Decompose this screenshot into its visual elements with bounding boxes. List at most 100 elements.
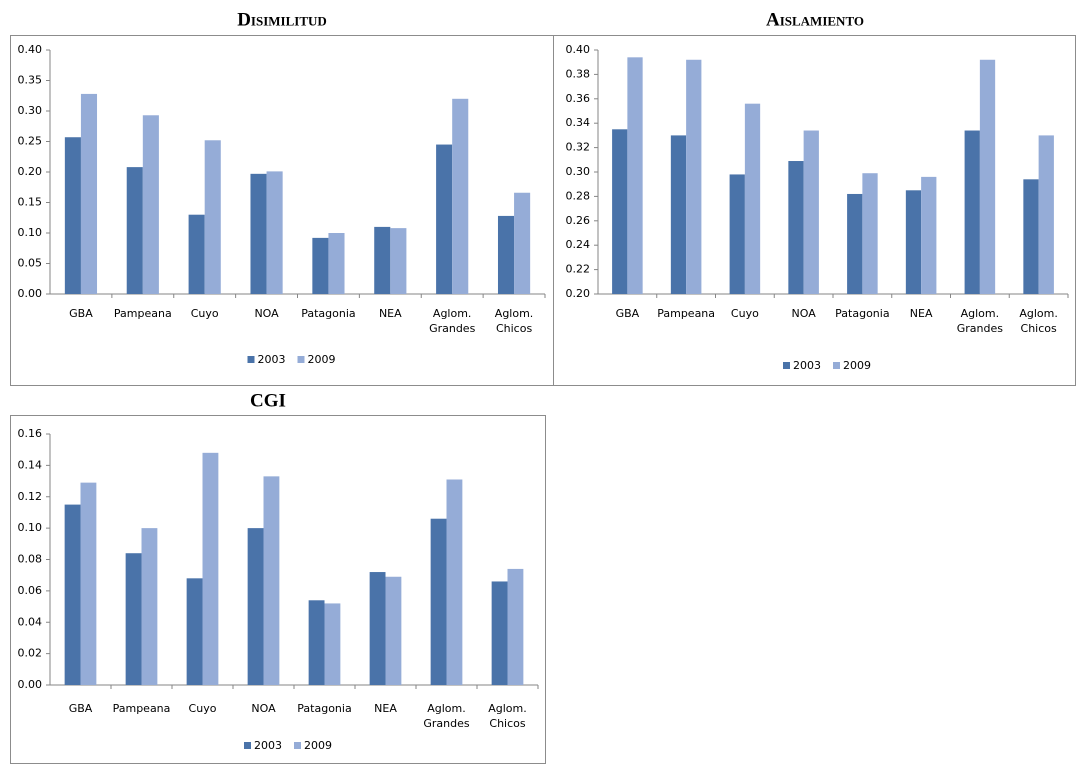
y-tick-label: 0.30 xyxy=(18,104,43,117)
x-tick-label: Cuyo xyxy=(189,702,217,715)
bar xyxy=(80,482,97,685)
y-tick-label: 0.05 xyxy=(18,257,43,270)
y-tick-label: 0.00 xyxy=(18,678,43,691)
y-tick-label: 0.10 xyxy=(18,521,43,534)
bar xyxy=(126,167,143,294)
y-tick-label: 0.38 xyxy=(566,67,591,80)
bar xyxy=(744,103,761,295)
x-tick-label: Patagonia xyxy=(835,307,889,320)
legend-swatch xyxy=(833,362,840,369)
chart-title: Disimilitud xyxy=(237,9,327,30)
legend-label: 2009 xyxy=(304,739,332,752)
y-tick-label: 0.08 xyxy=(18,553,43,566)
x-tick-label: NEA xyxy=(379,307,402,320)
y-tick-label: 0.20 xyxy=(18,165,43,178)
legend-label: 2009 xyxy=(308,353,336,366)
bar xyxy=(491,581,508,685)
bar xyxy=(1038,135,1054,294)
bar xyxy=(204,140,221,294)
y-tick-label: 0.36 xyxy=(566,92,591,105)
y-tick-label: 0.22 xyxy=(566,263,591,276)
bar xyxy=(266,171,283,294)
x-tick-label: GBA xyxy=(69,702,93,715)
y-tick-label: 0.00 xyxy=(18,287,43,300)
bar xyxy=(847,193,863,294)
y-tick-label: 0.02 xyxy=(18,647,43,660)
bar xyxy=(627,57,643,294)
legend-label: 2003 xyxy=(793,359,821,372)
bar xyxy=(905,190,922,294)
chart-title: Aislamiento xyxy=(766,9,864,30)
bar xyxy=(452,98,469,294)
x-tick-label: Aglom. Chicos xyxy=(488,702,527,730)
bar xyxy=(202,452,219,685)
y-tick-label: 0.06 xyxy=(18,584,43,597)
x-tick-label: GBA xyxy=(69,307,93,320)
bar xyxy=(788,161,804,294)
bar xyxy=(328,233,345,294)
bar xyxy=(612,129,628,294)
y-tick-label: 0.10 xyxy=(18,226,43,239)
bar xyxy=(729,174,745,294)
bar xyxy=(64,137,81,294)
bar xyxy=(507,568,524,685)
y-tick-label: 0.40 xyxy=(18,43,43,56)
legend-swatch xyxy=(783,362,790,369)
bar xyxy=(862,173,878,294)
bar xyxy=(80,93,98,294)
y-tick-label: 0.35 xyxy=(18,74,43,87)
x-tick-label: Aglom. Chicos xyxy=(495,307,534,335)
bar xyxy=(390,228,407,294)
y-tick-label: 0.14 xyxy=(18,458,43,471)
y-tick-label: 0.28 xyxy=(566,189,591,202)
legend-label: 2003 xyxy=(254,739,282,752)
bar xyxy=(446,479,463,685)
x-tick-label: Aglom. Grandes xyxy=(429,307,476,335)
legend-label: 2003 xyxy=(258,353,286,366)
bar xyxy=(979,59,996,295)
y-tick-label: 0.20 xyxy=(566,287,591,300)
x-tick-label: Cuyo xyxy=(191,307,219,320)
bar xyxy=(670,135,687,294)
y-tick-label: 0.26 xyxy=(566,214,591,227)
y-tick-label: 0.34 xyxy=(566,116,591,129)
x-tick-label: NOA xyxy=(251,702,276,715)
bar xyxy=(497,215,515,294)
x-tick-label: NOA xyxy=(792,307,817,320)
bar xyxy=(263,476,280,685)
x-tick-label: Pampeana xyxy=(113,702,171,715)
bar xyxy=(374,226,391,294)
legend-swatch xyxy=(294,742,301,749)
bar xyxy=(312,237,329,294)
y-tick-label: 0.32 xyxy=(566,141,591,154)
x-tick-label: NOA xyxy=(254,307,279,320)
bar xyxy=(247,528,264,685)
bar xyxy=(430,518,447,685)
y-tick-label: 0.12 xyxy=(18,490,43,503)
x-tick-label: Pampeana xyxy=(657,307,715,320)
bar xyxy=(436,144,453,294)
y-tick-label: 0.16 xyxy=(18,427,43,440)
bar xyxy=(142,115,159,295)
bar xyxy=(125,553,142,685)
bar xyxy=(308,600,325,685)
y-tick-label: 0.04 xyxy=(18,615,43,628)
x-tick-label: Aglom. Chicos xyxy=(1019,307,1058,335)
bar xyxy=(64,504,81,685)
x-tick-label: Patagonia xyxy=(297,702,351,715)
y-tick-label: 0.24 xyxy=(566,238,591,251)
x-tick-label: NEA xyxy=(910,307,933,320)
legend-swatch xyxy=(247,356,255,363)
bar xyxy=(964,130,980,294)
x-tick-label: Patagonia xyxy=(301,307,355,320)
bar xyxy=(324,603,341,685)
chart-title: CGI xyxy=(250,390,286,411)
bar xyxy=(686,59,702,295)
bar xyxy=(514,192,531,294)
bar xyxy=(385,576,402,685)
bar xyxy=(803,130,819,294)
x-tick-label: GBA xyxy=(616,307,640,320)
x-tick-label: Pampeana xyxy=(114,307,172,320)
x-tick-label: Cuyo xyxy=(731,307,759,320)
bar xyxy=(186,578,203,685)
